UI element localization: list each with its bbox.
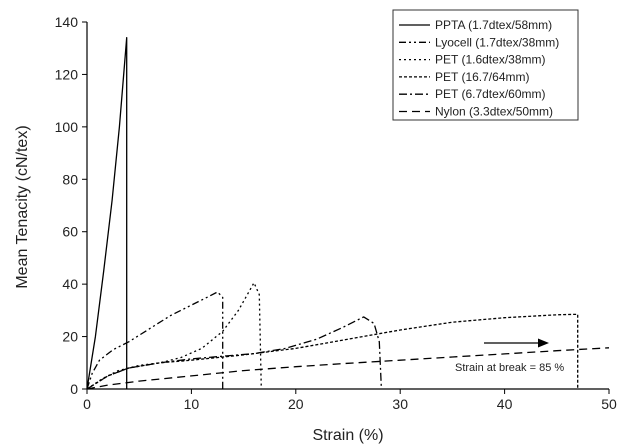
legend-box [392, 9, 579, 121]
x-tick-label: 10 [184, 396, 200, 412]
series-line [86, 282, 262, 390]
legend-label: PPTA (1.7dtex/58mm) [435, 18, 552, 32]
legend-label: PET (6.7dtex/60mm) [435, 87, 545, 101]
y-tick-label: 140 [55, 14, 79, 30]
y-tick-label: 100 [55, 119, 79, 135]
y-tick-label: 120 [55, 66, 79, 82]
y-tick-label: 0 [70, 381, 78, 397]
annotation-layer: Strain at break = 85 % [455, 338, 564, 374]
y-tick-label: 20 [62, 329, 78, 345]
legend-label: Nylon (3.3dtex/50mm) [435, 105, 553, 119]
annotation-text: Strain at break = 85 % [455, 362, 564, 374]
legend-label: PET (1.6dtex/38mm) [435, 53, 545, 67]
axes-group: 0 10 20 30 40 50 0 20 40 60 80 100 120 140 [55, 14, 617, 412]
y-axis-title: Mean Tenacity (cN/tex) [14, 125, 31, 288]
series-line [86, 291, 224, 390]
series-line [86, 313, 579, 390]
y-tick-label: 60 [62, 224, 78, 240]
y-tick-label: 40 [62, 276, 78, 292]
y-tick-label: 80 [62, 171, 78, 187]
legend-label: PET (16.7/64mm) [435, 70, 529, 84]
annotation-arrow-head [538, 338, 549, 348]
series-line [86, 347, 610, 390]
legend: PPTA (1.7dtex/58mm) Lyocell (1.7dtex/38mm… [392, 9, 579, 121]
series-layer [86, 37, 610, 390]
x-tick-label: 0 [83, 396, 91, 412]
series-line [86, 316, 383, 390]
legend-label: Lyocell (1.7dtex/38mm) [435, 35, 559, 49]
series-line [86, 37, 128, 390]
x-tick-label: 50 [601, 396, 617, 412]
x-tick-label: 20 [288, 396, 304, 412]
x-tick-label: 40 [497, 396, 513, 412]
x-tick-label: 30 [392, 396, 408, 412]
x-axis-title: Strain (%) [312, 427, 383, 444]
